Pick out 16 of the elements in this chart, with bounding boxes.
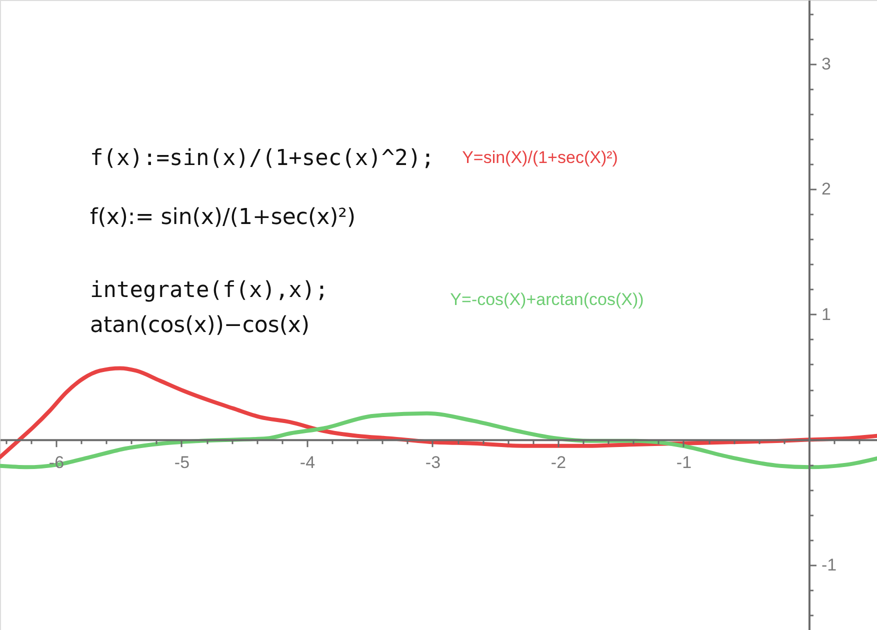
x-tick-label: -2: [550, 453, 566, 472]
y-tick-label: 1: [821, 304, 831, 324]
text: Y=sin(X)/(1+sec(X)²): [462, 148, 618, 167]
y-tick-label: 2: [821, 180, 831, 199]
x-tick-label: -3: [425, 453, 441, 472]
line-series: [0, 411, 877, 470]
text: Y=-cos(X)+arctan(cos(X)): [450, 290, 644, 309]
annotation: f(x):=sin(x)/(1+sec(x)^2);: [90, 146, 434, 171]
y-tick-label: 3: [821, 54, 831, 74]
annotation: f(x):= sin(x)/(1+sec(x)²): [90, 205, 356, 230]
annotation: atan(cos(x))−cos(x): [90, 313, 310, 338]
x-tick-label: -5: [174, 453, 190, 472]
y-tick-label: -1: [821, 555, 837, 574]
x-tick-label: -1: [676, 453, 692, 472]
x-tick-label: -4: [300, 453, 316, 472]
annotation: integrate(f(x),x);: [90, 278, 328, 303]
